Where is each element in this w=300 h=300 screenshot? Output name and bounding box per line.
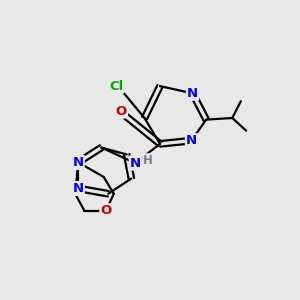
Text: N: N — [130, 157, 141, 169]
Text: N: N — [186, 134, 197, 147]
Text: N: N — [73, 156, 84, 169]
Text: O: O — [100, 204, 112, 218]
Text: N: N — [187, 87, 198, 100]
Text: O: O — [116, 105, 127, 118]
Text: H: H — [143, 154, 153, 167]
Text: Cl: Cl — [109, 80, 123, 93]
Text: N: N — [73, 182, 84, 195]
